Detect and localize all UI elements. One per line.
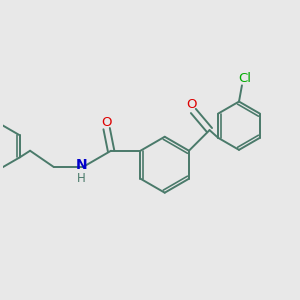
Text: O: O	[101, 116, 112, 129]
Text: Cl: Cl	[238, 71, 251, 85]
Text: O: O	[186, 98, 196, 111]
Text: H: H	[77, 172, 86, 184]
Text: N: N	[76, 158, 87, 172]
